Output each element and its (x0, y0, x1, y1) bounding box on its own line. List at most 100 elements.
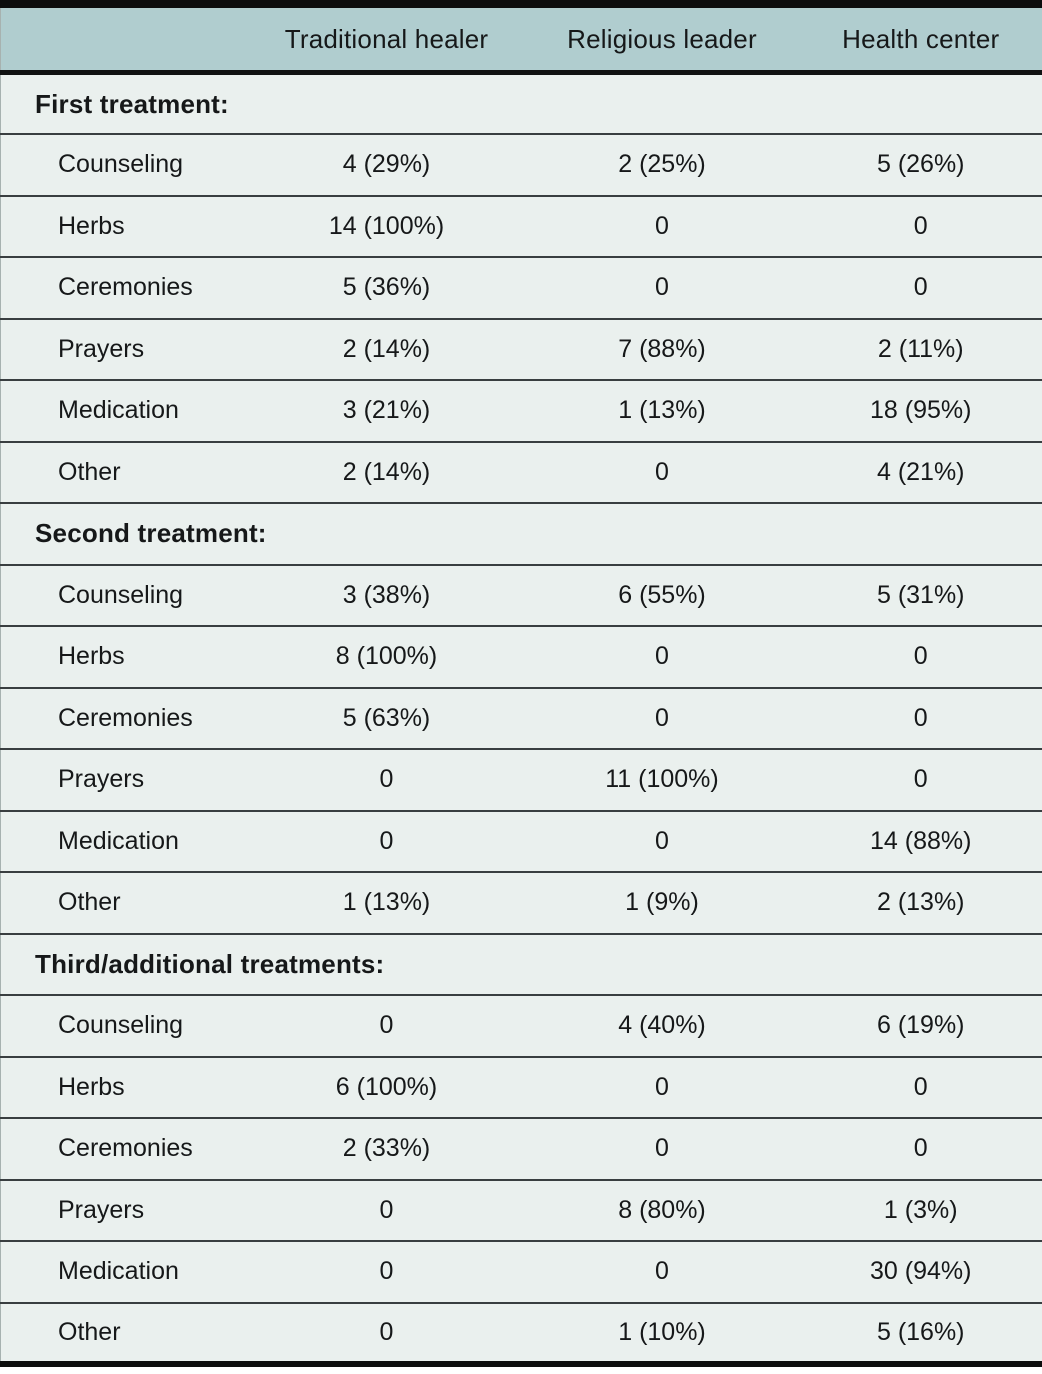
cell-value: 0 (524, 686, 800, 749)
cell-value: 11 (100%) (524, 748, 800, 811)
row-label: Prayers (0, 317, 249, 380)
section-title: Second treatment: (0, 502, 1042, 565)
cell-value: 1 (3%) (799, 1178, 1042, 1241)
row-label: Medication (0, 379, 249, 442)
cell-value: 6 (100%) (248, 1055, 525, 1118)
row-label: Prayers (0, 1178, 249, 1241)
cell-value: 5 (16%) (799, 1301, 1042, 1364)
cell-value: 0 (799, 194, 1042, 257)
cell-value: 1 (13%) (524, 379, 800, 442)
cell-value: 0 (524, 1117, 800, 1180)
table-row: Herbs 6 (100%) 0 0 (0, 1055, 1042, 1118)
cell-value: 0 (524, 809, 800, 872)
cell-value: 0 (524, 256, 800, 319)
row-label: Other (0, 440, 249, 503)
cell-value: 14 (100%) (248, 194, 525, 257)
cell-value: 0 (799, 625, 1042, 688)
col-header-religious-leader: Religious leader (524, 4, 800, 75)
cell-value: 0 (799, 1117, 1042, 1180)
cell-value: 3 (21%) (248, 379, 525, 442)
cell-value: 0 (799, 256, 1042, 319)
table-row: Ceremonies 2 (33%) 0 0 (0, 1117, 1042, 1180)
row-label: Counseling (0, 133, 249, 196)
row-label: Medication (0, 1240, 249, 1303)
cell-value: 1 (13%) (248, 871, 525, 934)
cell-value: 2 (33%) (248, 1117, 525, 1180)
row-label: Ceremonies (0, 1117, 249, 1180)
table-row: Medication 0 0 14 (88%) (0, 809, 1042, 872)
cell-value: 30 (94%) (799, 1240, 1042, 1303)
cell-value: 5 (36%) (248, 256, 525, 319)
col-header-health-center: Health center (799, 4, 1042, 75)
table-row: Ceremonies 5 (63%) 0 0 (0, 686, 1042, 749)
table-row: Herbs 8 (100%) 0 0 (0, 625, 1042, 688)
table-row: Prayers 2 (14%) 7 (88%) 2 (11%) (0, 317, 1042, 380)
cell-value: 8 (100%) (248, 625, 525, 688)
section-row-first-treatment: First treatment: (0, 71, 1042, 134)
table-row: Counseling 3 (38%) 6 (55%) 5 (31%) (0, 563, 1042, 626)
cell-value: 5 (26%) (799, 133, 1042, 196)
section-row-second-treatment: Second treatment: (0, 502, 1042, 565)
row-label: Counseling (0, 994, 249, 1057)
row-label: Ceremonies (0, 256, 249, 319)
table-row: Prayers 0 8 (80%) 1 (3%) (0, 1178, 1042, 1241)
cell-value: 18 (95%) (799, 379, 1042, 442)
cell-value: 14 (88%) (799, 809, 1042, 872)
row-label: Medication (0, 809, 249, 872)
cell-value: 6 (55%) (524, 563, 800, 626)
cell-value: 0 (524, 440, 800, 503)
cell-value: 0 (248, 1240, 525, 1303)
cell-value: 5 (63%) (248, 686, 525, 749)
col-header-traditional-healer: Traditional healer (248, 4, 525, 75)
row-label: Prayers (0, 748, 249, 811)
header-row: Traditional healer Religious leader Heal… (0, 4, 1042, 75)
section-title: First treatment: (0, 71, 1042, 134)
row-label: Ceremonies (0, 686, 249, 749)
row-label: Counseling (0, 563, 249, 626)
row-label: Herbs (0, 625, 249, 688)
table-row: Herbs 14 (100%) 0 0 (0, 194, 1042, 257)
cell-value: 4 (29%) (248, 133, 525, 196)
table-row: Ceremonies 5 (36%) 0 0 (0, 256, 1042, 319)
table-row: Other 1 (13%) 1 (9%) 2 (13%) (0, 871, 1042, 934)
row-label: Other (0, 871, 249, 934)
cell-value: 0 (524, 1055, 800, 1118)
section-title: Third/additional treatments: (0, 932, 1042, 995)
cell-value: 2 (14%) (248, 440, 525, 503)
table-row: Counseling 4 (29%) 2 (25%) 5 (26%) (0, 133, 1042, 196)
cell-value: 0 (524, 625, 800, 688)
table-row: Counseling 0 4 (40%) 6 (19%) (0, 994, 1042, 1057)
cell-value: 7 (88%) (524, 317, 800, 380)
row-label: Herbs (0, 194, 249, 257)
cell-value: 2 (11%) (799, 317, 1042, 380)
cell-value: 6 (19%) (799, 994, 1042, 1057)
cell-value: 0 (799, 748, 1042, 811)
table-row: Other 2 (14%) 0 4 (21%) (0, 440, 1042, 503)
table-row: Prayers 0 11 (100%) 0 (0, 748, 1042, 811)
cell-value: 0 (799, 686, 1042, 749)
table-row: Medication 3 (21%) 1 (13%) 18 (95%) (0, 379, 1042, 442)
row-label: Herbs (0, 1055, 249, 1118)
cell-value: 2 (13%) (799, 871, 1042, 934)
row-label: Other (0, 1301, 249, 1364)
cell-value: 2 (14%) (248, 317, 525, 380)
cell-value: 0 (248, 1178, 525, 1241)
table-row: Other 0 1 (10%) 5 (16%) (0, 1301, 1042, 1364)
table-row: Medication 0 0 30 (94%) (0, 1240, 1042, 1303)
section-row-third-additional-treatments: Third/additional treatments: (0, 932, 1042, 995)
cell-value: 1 (10%) (524, 1301, 800, 1364)
cell-value: 5 (31%) (799, 563, 1042, 626)
cell-value: 0 (524, 194, 800, 257)
cell-value: 1 (9%) (524, 871, 800, 934)
corner-cell (0, 4, 249, 75)
cell-value: 0 (799, 1055, 1042, 1118)
cell-value: 3 (38%) (248, 563, 525, 626)
cell-value: 2 (25%) (524, 133, 800, 196)
cell-value: 0 (248, 994, 525, 1057)
cell-value: 4 (21%) (799, 440, 1042, 503)
cell-value: 0 (248, 1301, 525, 1364)
cell-value: 0 (248, 809, 525, 872)
cell-value: 0 (524, 1240, 800, 1303)
